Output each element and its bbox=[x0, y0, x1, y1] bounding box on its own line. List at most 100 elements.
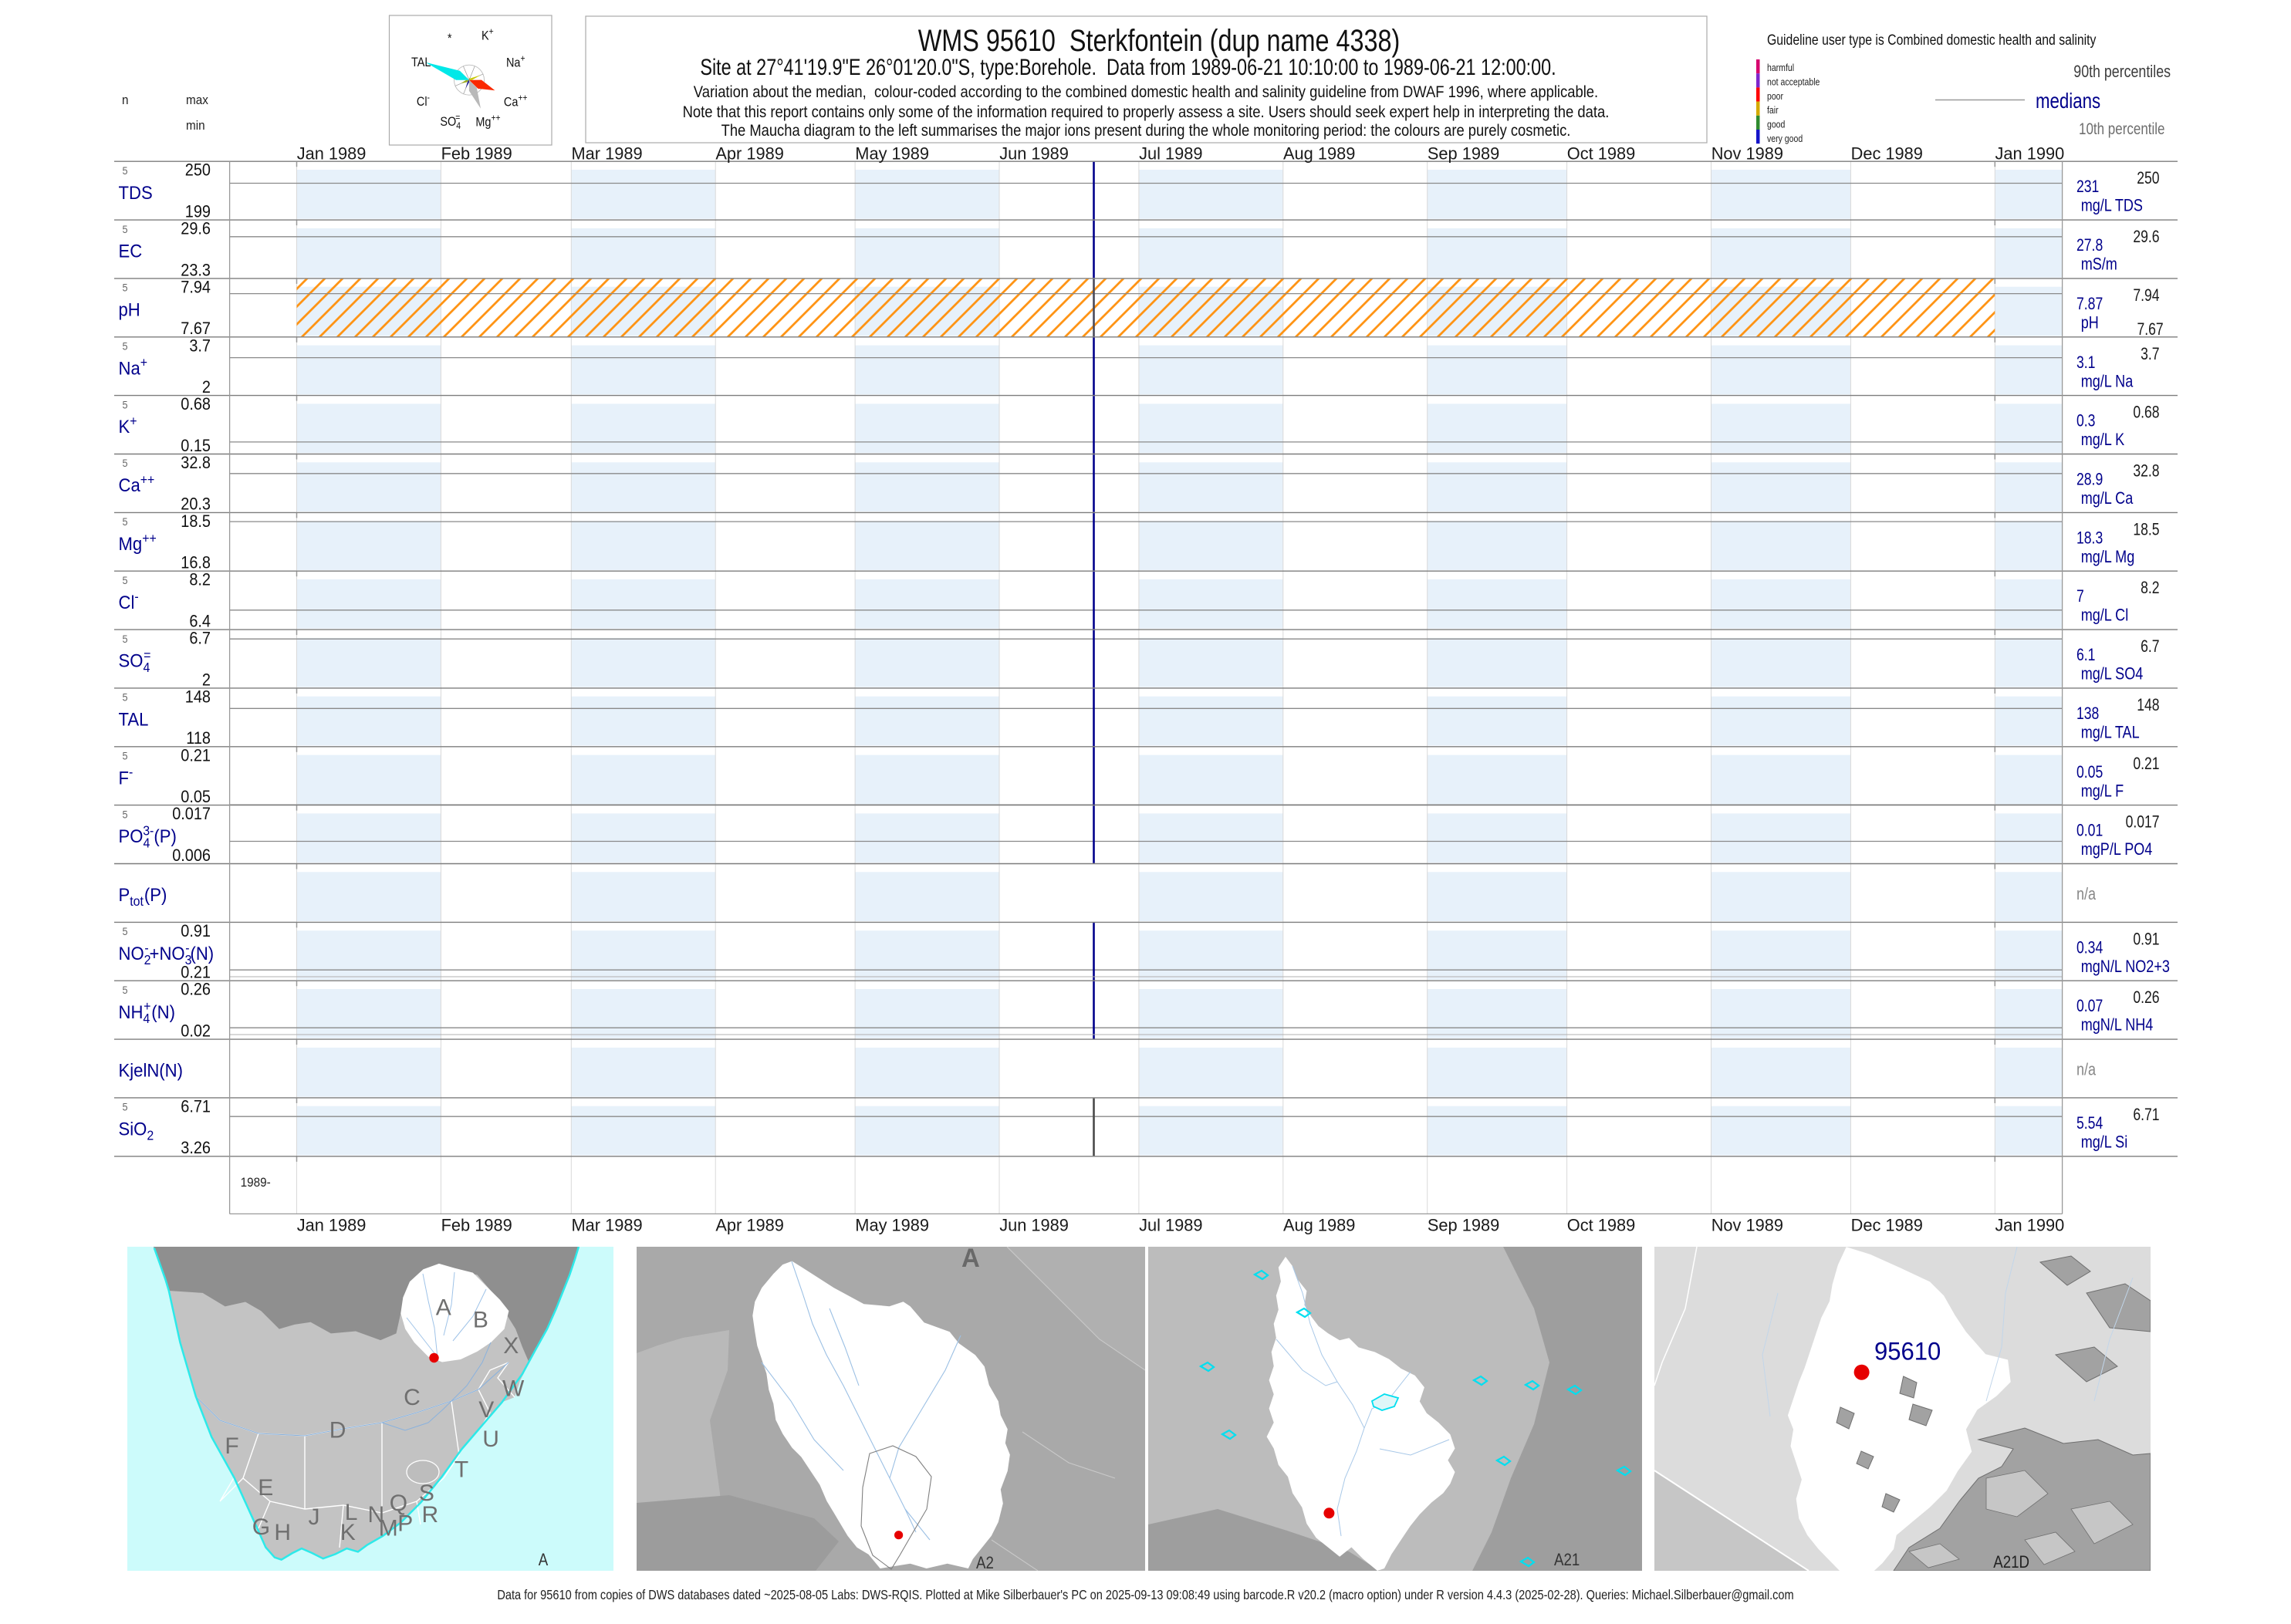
svg-text:E: E bbox=[258, 1475, 273, 1501]
svg-text:W: W bbox=[502, 1376, 525, 1401]
svg-text:0.017: 0.017 bbox=[172, 805, 211, 823]
svg-text:7.67: 7.67 bbox=[2137, 320, 2163, 339]
svg-text:0.07: 0.07 bbox=[2076, 997, 2103, 1015]
svg-text:Data for 95610 from copies of: Data for 95610 from copies of DWS databa… bbox=[497, 1588, 1793, 1603]
svg-text:P: P bbox=[397, 1511, 413, 1537]
svg-text:Jul 1989: Jul 1989 bbox=[1139, 143, 1202, 163]
svg-text:pH: pH bbox=[118, 299, 140, 320]
svg-text:148: 148 bbox=[185, 687, 211, 706]
svg-text:Q: Q bbox=[390, 1491, 407, 1516]
svg-text:138: 138 bbox=[2076, 704, 2099, 723]
svg-text:May 1989: May 1989 bbox=[855, 1216, 929, 1235]
svg-text:0.21: 0.21 bbox=[181, 746, 211, 765]
svg-text:0.02: 0.02 bbox=[181, 1021, 211, 1040]
svg-text:29.6: 29.6 bbox=[2133, 228, 2159, 246]
svg-text:G: G bbox=[252, 1514, 270, 1540]
svg-text:5: 5 bbox=[122, 1101, 127, 1113]
svg-text:5: 5 bbox=[122, 633, 127, 645]
svg-text:95610: 95610 bbox=[1874, 1337, 1941, 1366]
svg-text:Variation about the median, c: Variation about the median, colour-coded… bbox=[694, 83, 1598, 102]
svg-text:A: A bbox=[436, 1295, 451, 1320]
svg-text:5: 5 bbox=[122, 223, 127, 235]
svg-text:Oct 1989: Oct 1989 bbox=[1567, 1216, 1635, 1235]
svg-text:Aug 1989: Aug 1989 bbox=[1283, 143, 1355, 163]
svg-text:5: 5 bbox=[122, 925, 127, 937]
svg-text:D: D bbox=[329, 1417, 346, 1443]
svg-text:8.2: 8.2 bbox=[189, 571, 211, 589]
svg-text:WMS 95610 Sterkfontein (dup n: WMS 95610 Sterkfontein (dup name 4338) bbox=[918, 23, 1401, 58]
svg-text:*: * bbox=[448, 32, 451, 46]
svg-text:32.8: 32.8 bbox=[2133, 462, 2159, 481]
svg-text:Guideline user type is Combine: Guideline user type is Combined domestic… bbox=[1767, 31, 2097, 48]
svg-text:Sep 1989: Sep 1989 bbox=[1428, 143, 1499, 163]
svg-text:0.91: 0.91 bbox=[181, 922, 211, 940]
svg-text:0.26: 0.26 bbox=[181, 981, 211, 999]
svg-text:good: good bbox=[1767, 119, 1785, 130]
svg-text:6.1: 6.1 bbox=[2076, 646, 2095, 664]
svg-text:5: 5 bbox=[122, 164, 127, 177]
svg-text:Mar 1989: Mar 1989 bbox=[572, 143, 643, 163]
svg-text:Note that this report contains: Note that this report contains only some… bbox=[683, 103, 1610, 122]
svg-text:Site at 27°41'19.9"E 26°01'20.: Site at 27°41'19.9"E 26°01'20.0"S, type:… bbox=[700, 54, 1556, 79]
svg-text:6.71: 6.71 bbox=[2133, 1106, 2159, 1124]
svg-text:Apr 1989: Apr 1989 bbox=[715, 1216, 783, 1235]
svg-text:mg/L SO4: mg/L SO4 bbox=[2081, 665, 2144, 684]
svg-text:20.3: 20.3 bbox=[181, 495, 211, 514]
svg-text:5: 5 bbox=[122, 399, 127, 411]
svg-text:NH4+(N): NH4+(N) bbox=[118, 998, 174, 1026]
svg-text:max: max bbox=[186, 93, 208, 107]
svg-text:3.7: 3.7 bbox=[189, 336, 211, 355]
svg-text:Aug 1989: Aug 1989 bbox=[1283, 1216, 1355, 1235]
svg-text:250: 250 bbox=[2137, 169, 2159, 187]
svg-text:very good: very good bbox=[1767, 133, 1803, 144]
svg-text:5: 5 bbox=[122, 457, 127, 470]
svg-text:2: 2 bbox=[202, 670, 211, 689]
svg-text:8.2: 8.2 bbox=[2141, 579, 2159, 597]
svg-text:Mg++: Mg++ bbox=[475, 113, 501, 130]
svg-text:Mar 1989: Mar 1989 bbox=[572, 1216, 643, 1235]
svg-text:0.006: 0.006 bbox=[172, 846, 211, 865]
svg-text:7.94: 7.94 bbox=[181, 278, 211, 296]
svg-text:7.94: 7.94 bbox=[2133, 286, 2159, 305]
svg-text:V: V bbox=[478, 1397, 494, 1423]
svg-text:0.68: 0.68 bbox=[2133, 403, 2159, 422]
svg-text:not acceptable: not acceptable bbox=[1767, 76, 1820, 87]
svg-text:n/a: n/a bbox=[2076, 1061, 2097, 1079]
svg-text:0.21: 0.21 bbox=[181, 964, 211, 982]
svg-text:5: 5 bbox=[122, 809, 127, 821]
svg-text:A21D: A21D bbox=[1993, 1554, 2029, 1572]
svg-text:mg/L Na: mg/L Na bbox=[2081, 373, 2134, 391]
svg-text:The Maucha diagram to the left: The Maucha diagram to the left summarise… bbox=[721, 122, 1571, 140]
svg-text:U: U bbox=[482, 1426, 499, 1452]
svg-text:10th percentile: 10th percentile bbox=[2079, 120, 2165, 138]
svg-text:A21: A21 bbox=[1554, 1551, 1580, 1570]
svg-text:K+: K+ bbox=[482, 27, 494, 43]
svg-text:J: J bbox=[309, 1504, 320, 1530]
svg-text:mg/L Si: mg/L Si bbox=[2081, 1133, 2128, 1152]
svg-text:fair: fair bbox=[1767, 104, 1779, 116]
svg-text:0.05: 0.05 bbox=[2076, 763, 2103, 782]
svg-text:F: F bbox=[225, 1433, 238, 1459]
svg-text:K+: K+ bbox=[118, 414, 137, 437]
svg-text:16.8: 16.8 bbox=[181, 554, 211, 572]
svg-text:C: C bbox=[404, 1385, 421, 1410]
svg-text:0.68: 0.68 bbox=[181, 395, 211, 414]
svg-text:SO4=: SO4= bbox=[118, 647, 150, 675]
svg-text:28.9: 28.9 bbox=[2076, 471, 2103, 489]
svg-text:Na+: Na+ bbox=[506, 54, 525, 70]
svg-text:Dec 1989: Dec 1989 bbox=[1851, 143, 1923, 163]
svg-text:mg/L Cl: mg/L Cl bbox=[2081, 606, 2129, 625]
svg-text:H: H bbox=[274, 1520, 291, 1545]
svg-text:18.5: 18.5 bbox=[2133, 521, 2159, 539]
svg-text:L: L bbox=[345, 1500, 358, 1525]
svg-text:B: B bbox=[473, 1307, 488, 1332]
svg-text:Cl-: Cl- bbox=[417, 93, 430, 110]
svg-text:KjelN(N): KjelN(N) bbox=[118, 1060, 182, 1081]
svg-text:7: 7 bbox=[2076, 587, 2084, 606]
svg-text:mg/L TAL: mg/L TAL bbox=[2081, 724, 2140, 742]
svg-text:199: 199 bbox=[185, 202, 211, 221]
svg-text:mgN/L NH4: mgN/L NH4 bbox=[2081, 1016, 2154, 1035]
svg-text:Feb 1989: Feb 1989 bbox=[441, 1216, 512, 1235]
svg-text:M: M bbox=[379, 1515, 398, 1541]
svg-text:18.3: 18.3 bbox=[2076, 529, 2103, 548]
